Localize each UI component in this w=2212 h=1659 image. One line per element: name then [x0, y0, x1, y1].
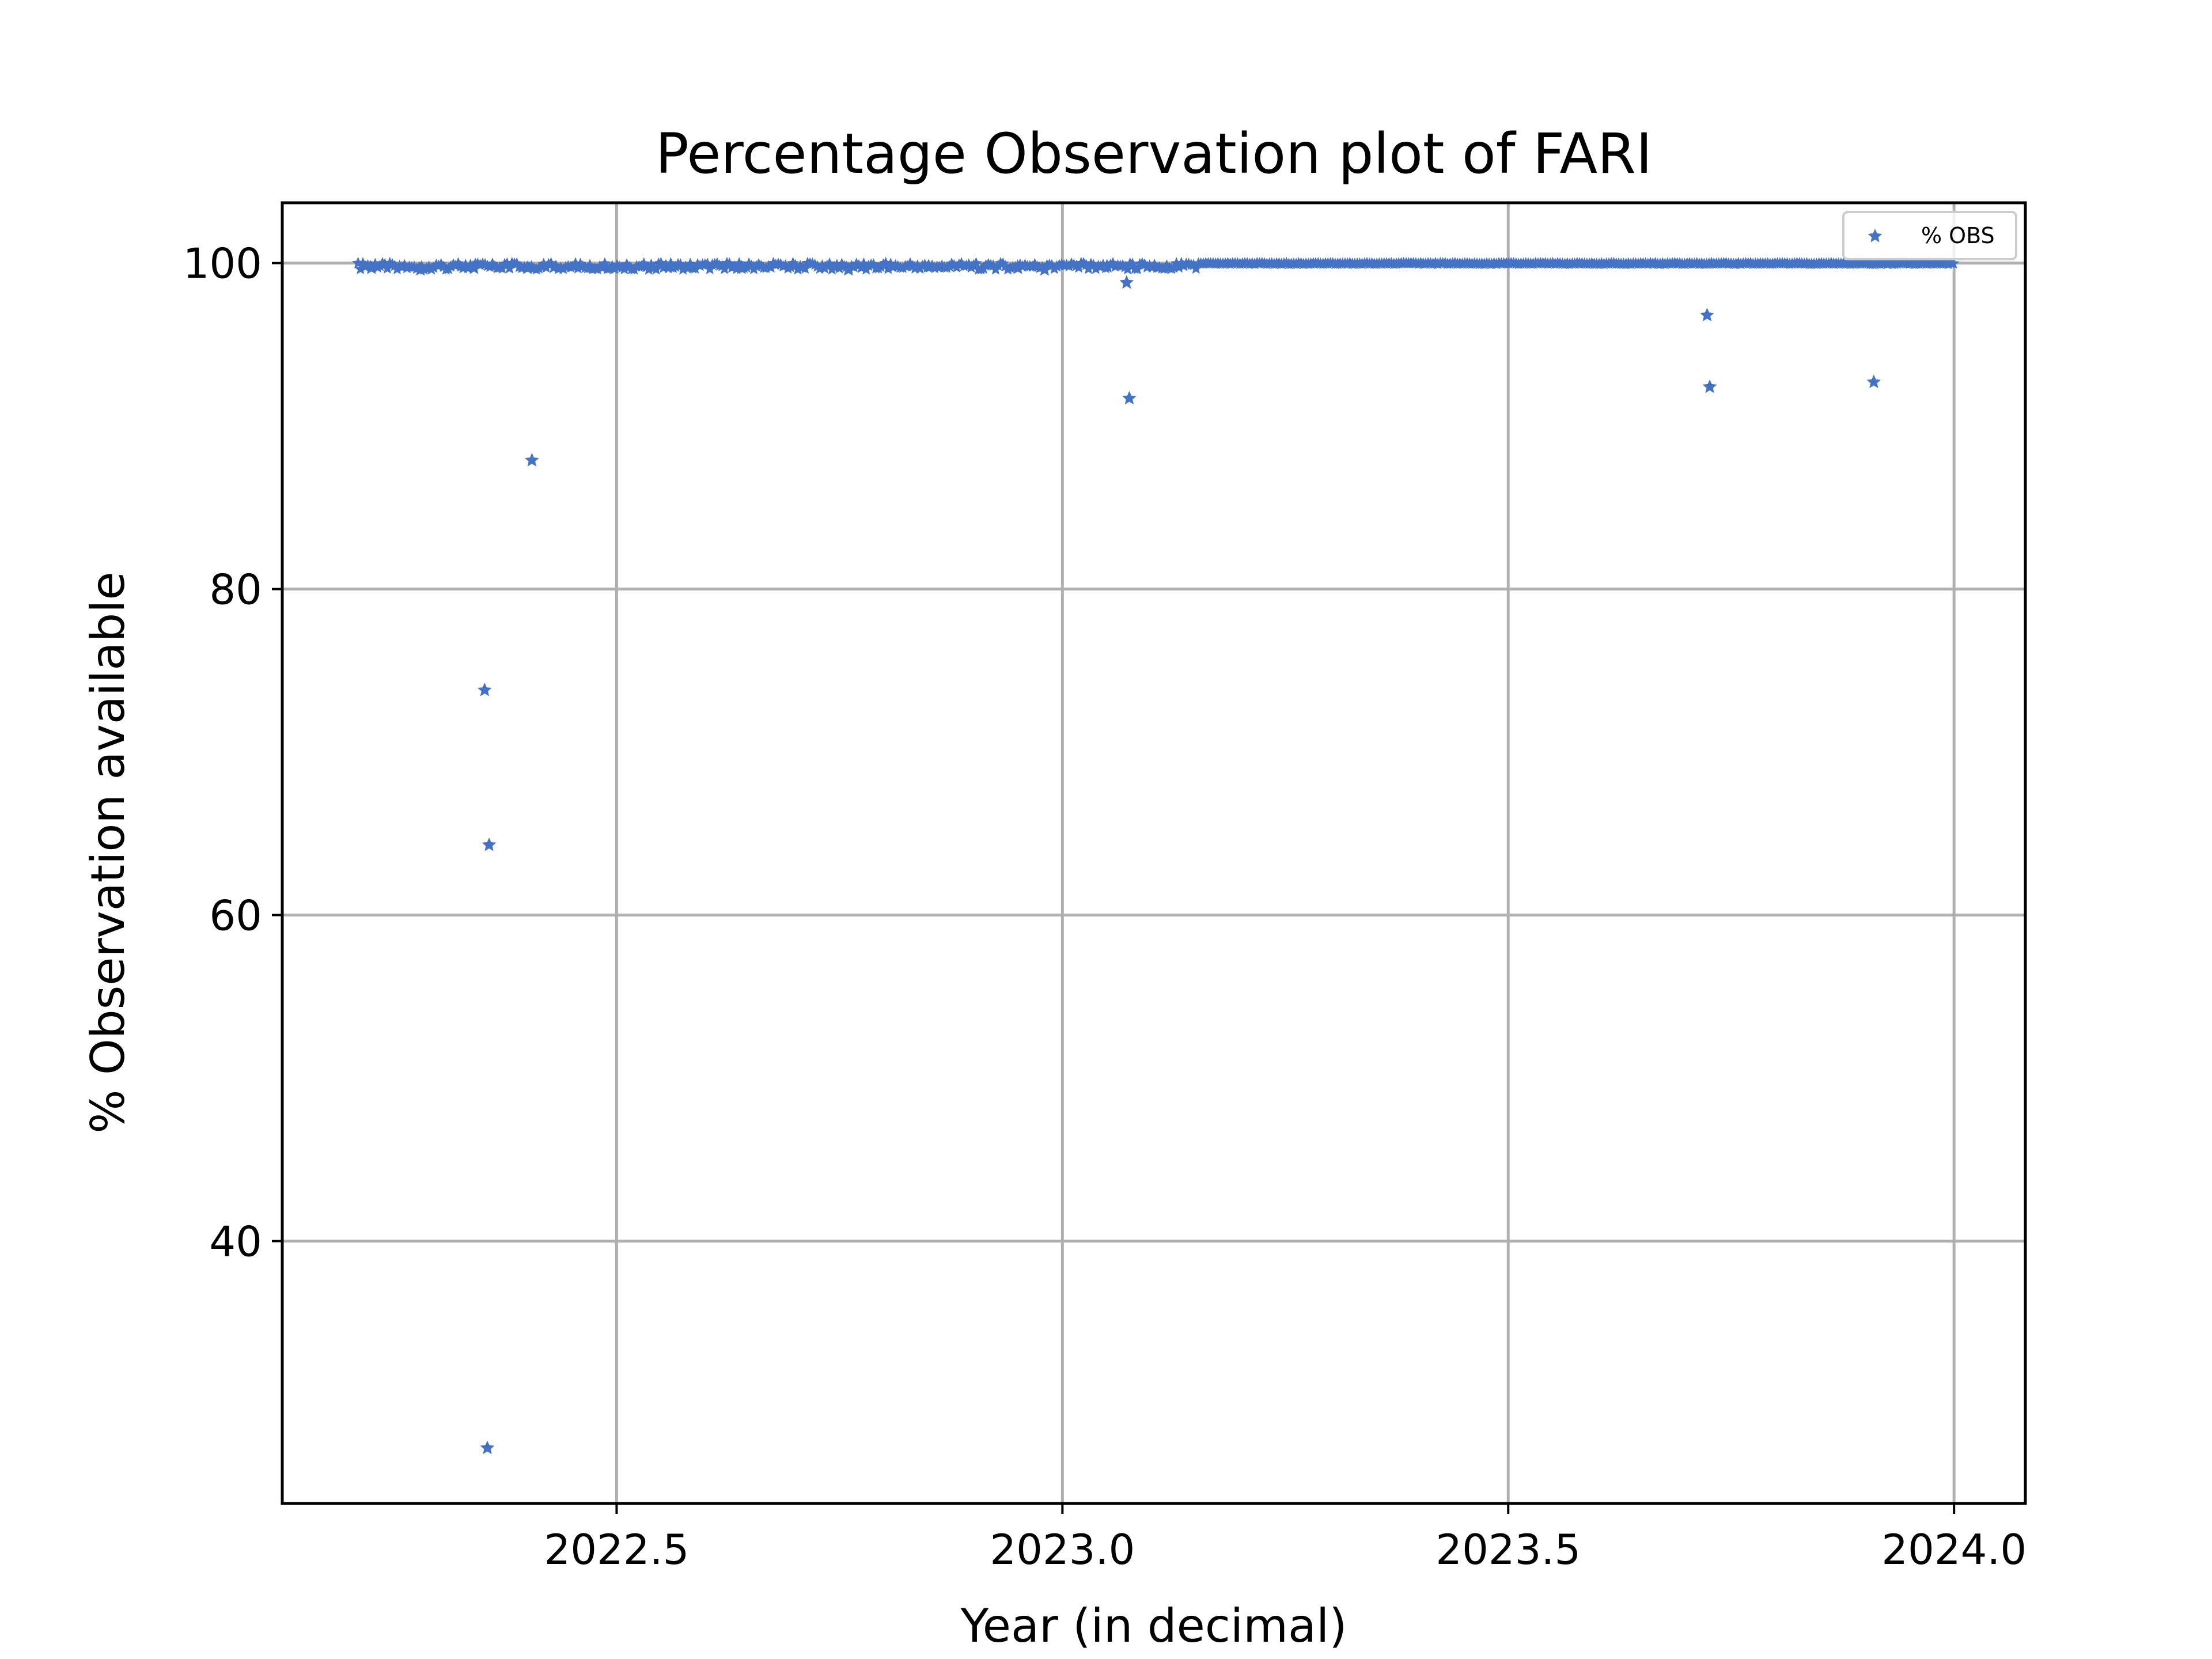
tick-labels: 2022.5 2023.0 2023.5 2024.0 40 60 80 100	[183, 240, 2027, 1574]
band-point	[1122, 263, 1134, 275]
x-tick-label: 2023.0	[990, 1525, 1135, 1574]
data-point	[478, 683, 492, 696]
legend-star-marker	[1868, 229, 1883, 243]
x-tick-label: 2024.0	[1881, 1525, 2027, 1574]
y-tick-label: 60	[209, 892, 262, 940]
band-point	[1190, 262, 1202, 274]
data-point	[1100, 259, 1115, 272]
y-tick-label: 100	[183, 240, 262, 288]
x-tick-label: 2023.5	[1435, 1525, 1581, 1574]
y-tick-label: 40	[209, 1217, 262, 1266]
data-point	[1702, 379, 1717, 393]
data-point	[1122, 391, 1137, 405]
band-point	[354, 263, 367, 274]
data-point	[662, 259, 677, 272]
data-point	[1037, 262, 1052, 276]
data-point	[525, 453, 539, 467]
data-points	[364, 259, 1881, 1455]
axis-ticks	[272, 262, 1956, 1514]
chart-title: Percentage Observation plot of FARI	[656, 122, 1652, 186]
y-tick-label: 80	[209, 566, 262, 614]
data-point	[1119, 275, 1134, 289]
data-point	[1866, 374, 1881, 388]
data-point	[1700, 308, 1714, 321]
band-point	[650, 263, 662, 275]
band-point	[799, 262, 812, 274]
data-point	[582, 259, 597, 272]
plot-frame	[281, 201, 2027, 1505]
data-point	[1010, 260, 1025, 274]
data-point	[480, 1440, 495, 1455]
y-axis-label: % Observation available	[81, 571, 135, 1133]
band-point	[718, 262, 731, 274]
legend: % OBS	[1842, 211, 2017, 260]
band-point	[503, 262, 516, 274]
data-point	[921, 259, 936, 272]
legend-label: % OBS	[1921, 223, 1995, 248]
legend-box	[1842, 211, 2017, 260]
band-point	[1947, 257, 1960, 269]
data-point	[413, 262, 428, 276]
data-point	[482, 837, 497, 851]
data-point	[364, 260, 379, 274]
data-point	[520, 260, 535, 274]
data-point	[841, 262, 856, 276]
data-point	[467, 260, 482, 274]
data-point	[734, 260, 749, 274]
legend-marker-star	[1868, 229, 1883, 243]
x-axis-label: Year (in decimal)	[960, 1599, 1347, 1653]
x-tick-label: 2022.5	[544, 1525, 689, 1574]
band-point	[381, 262, 393, 274]
